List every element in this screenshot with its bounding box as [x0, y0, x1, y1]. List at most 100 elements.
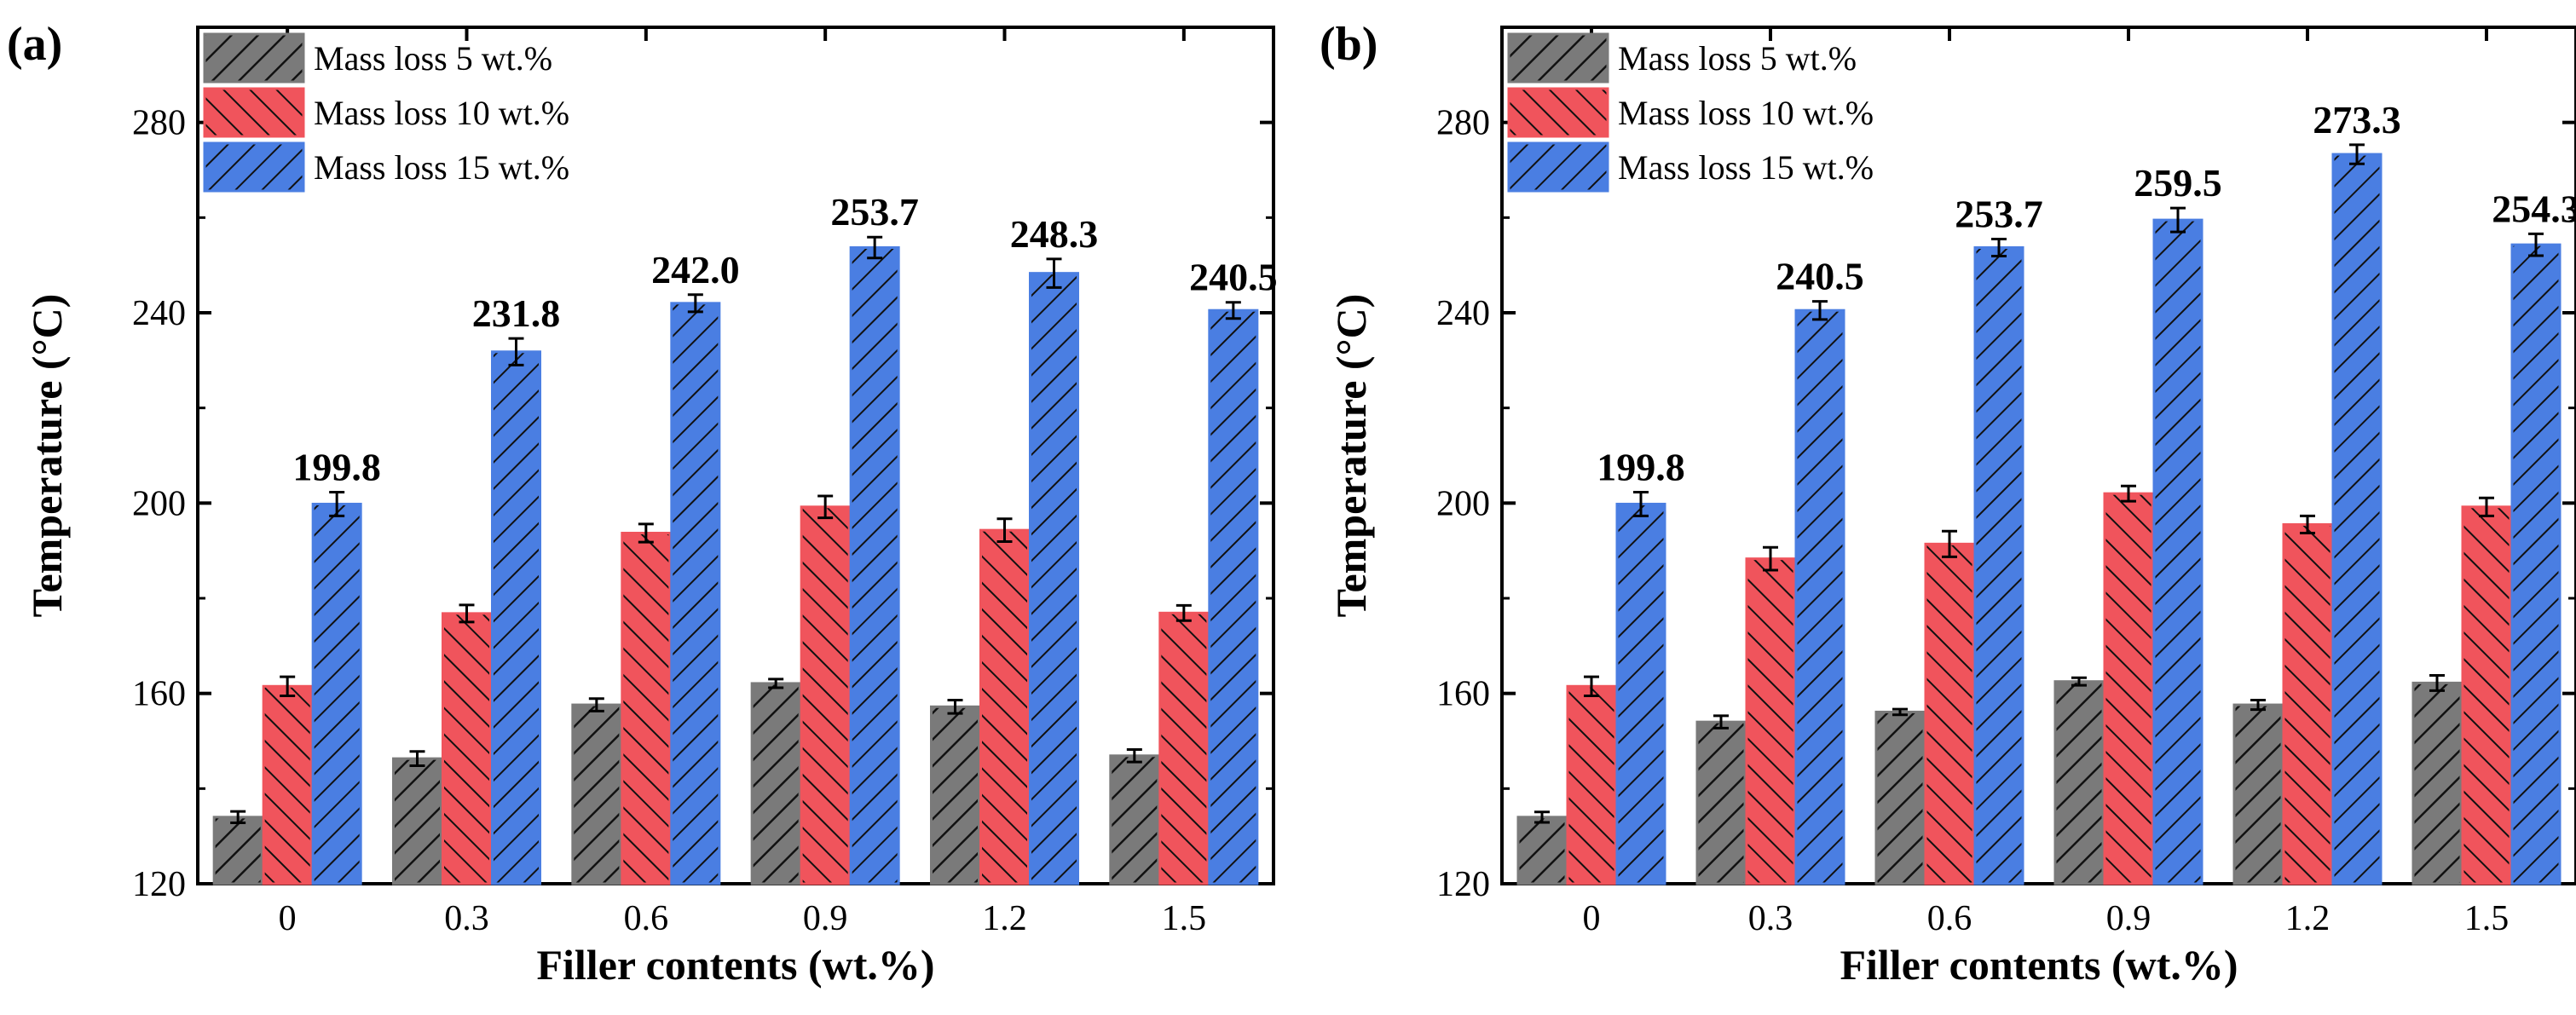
bar	[2055, 681, 2103, 884]
x-tick-label: 1.5	[2464, 899, 2510, 938]
y-tick-label: 280	[132, 104, 186, 143]
legend: Mass loss 5 wt.% Mass loss 10 wt.% Mass lo…	[203, 32, 569, 193]
legend-swatch-outline	[1507, 32, 1609, 84]
bar	[572, 705, 621, 884]
y-tick-label: 120	[1436, 865, 1490, 904]
x-axis-title: Filler contents (wt.%)	[1840, 941, 2238, 989]
data-label: 199.8	[1597, 445, 1685, 488]
y-axis-title: Temperature (°C)	[23, 294, 71, 618]
x-tick-label: 0.3	[1748, 899, 1793, 938]
bar	[2463, 506, 2510, 884]
legend-swatch	[205, 34, 303, 82]
y-tick-label: 200	[1436, 484, 1490, 523]
bar	[1518, 816, 1566, 884]
legend-swatch	[1509, 89, 1608, 136]
bar	[1697, 722, 1745, 884]
bar	[1876, 712, 1924, 884]
panel-label: (b)	[1320, 18, 1378, 71]
legend-swatch	[205, 89, 303, 136]
bar	[2512, 245, 2560, 884]
legend-label: Mass loss 10 wt.%	[314, 94, 569, 132]
bar	[313, 504, 361, 884]
y-axis-title: Temperature (°C)	[1327, 294, 1375, 618]
x-tick-label: 0.9	[2106, 899, 2151, 938]
data-label: 253.7	[1955, 192, 2043, 235]
legend-swatch	[205, 143, 303, 191]
x-tick-label: 0.6	[1927, 899, 1972, 938]
bar	[752, 683, 800, 884]
x-tick-label: 0.6	[624, 899, 669, 938]
y-tick-label: 280	[1436, 104, 1490, 143]
bar	[492, 351, 540, 884]
data-label: 248.3	[1010, 212, 1099, 256]
data-label: 231.8	[472, 291, 561, 335]
y-tick-label: 160	[132, 675, 186, 714]
bar	[980, 530, 1029, 884]
bar	[214, 816, 263, 884]
y-tick-label: 200	[132, 484, 186, 523]
plot-frame	[196, 26, 1275, 885]
bar	[442, 613, 491, 884]
data-label: 242.0	[651, 248, 740, 291]
chart-panel-b: 120 160 200 240 280 0 199.8 0.3 240.5 0.6 253.7 0.9…	[1320, 18, 2576, 989]
legend-label: Mass loss 5 wt.%	[1618, 39, 1857, 78]
bar	[621, 533, 670, 884]
x-tick-label: 0.9	[803, 899, 848, 938]
bar	[2333, 154, 2381, 884]
bar	[801, 506, 850, 884]
data-label: 254.3	[2492, 187, 2576, 230]
bar	[2105, 493, 2152, 884]
x-tick-label: 0	[279, 899, 297, 938]
legend-swatch	[1509, 34, 1608, 82]
x-axis-title: Filler contents (wt.%)	[536, 941, 934, 989]
x-tick-label: 0.3	[444, 899, 489, 938]
bar	[393, 758, 442, 884]
bar	[1110, 755, 1158, 884]
bar	[2284, 524, 2331, 884]
bar	[671, 303, 719, 884]
legend-swatch-outline	[1507, 141, 1609, 193]
bar	[1926, 544, 1973, 884]
bar	[1209, 310, 1257, 884]
bar	[2413, 683, 2461, 884]
data-label: 240.5	[1189, 256, 1278, 299]
data-label: 199.8	[292, 445, 381, 488]
legend-swatch	[1509, 143, 1608, 191]
data-label: 273.3	[2313, 98, 2401, 141]
y-tick-label: 240	[1436, 294, 1490, 333]
bar	[1796, 310, 1844, 884]
bar	[931, 706, 979, 884]
plot-frame	[1500, 26, 2576, 885]
bar	[1975, 247, 2023, 885]
bar	[2154, 220, 2202, 884]
bar	[1030, 273, 1078, 884]
y-tick-label: 120	[132, 865, 186, 904]
bar	[1747, 558, 1794, 884]
data-label: 240.5	[1776, 255, 1864, 298]
legend-swatch-outline	[203, 32, 305, 84]
legend-swatch-outline	[203, 141, 305, 193]
y-tick-label: 160	[1436, 675, 1490, 714]
legend: Mass loss 5 wt.% Mass loss 10 wt.% Mass lo…	[1507, 32, 1874, 193]
x-tick-label: 1.2	[2285, 899, 2331, 938]
panel-label: (a)	[7, 18, 62, 71]
bar	[1568, 686, 1615, 884]
bar	[263, 686, 312, 884]
chart-panel-a: 120 160 200 240 280 0 199.8 0.3 231.8 0.6 242.0 0.9…	[7, 18, 1278, 989]
data-label: 259.5	[2134, 161, 2222, 205]
legend-label: Mass loss 5 wt.%	[314, 39, 552, 78]
bar	[851, 247, 899, 885]
x-tick-label: 1.5	[1162, 899, 1207, 938]
y-tick-label: 240	[132, 294, 186, 333]
x-tick-label: 0	[1583, 899, 1601, 938]
bar	[1617, 504, 1665, 884]
bar	[1159, 613, 1208, 884]
legend-label: Mass loss 10 wt.%	[1618, 94, 1874, 132]
legend-swatch-outline	[203, 87, 305, 138]
data-label: 253.7	[830, 190, 919, 234]
bar	[2234, 705, 2282, 884]
legend-label: Mass loss 15 wt.%	[314, 148, 569, 187]
x-tick-label: 1.2	[982, 899, 1027, 938]
legend-label: Mass loss 15 wt.%	[1618, 148, 1874, 187]
